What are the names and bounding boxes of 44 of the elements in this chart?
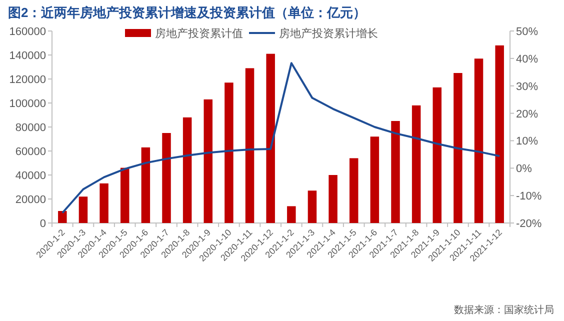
y2-tick-label: 30% (516, 80, 538, 93)
bar (120, 168, 130, 223)
bar (78, 196, 88, 223)
bar (162, 133, 171, 223)
y2-tick-label: 10% (516, 136, 538, 148)
y-tick-label: 60000 (15, 146, 46, 158)
line-series (61, 62, 501, 214)
y2-tick-label: 40% (516, 53, 538, 66)
bar (328, 175, 338, 223)
y-tick-label: 80000 (15, 122, 46, 134)
bar (432, 87, 442, 223)
bar (349, 158, 358, 223)
bar (100, 183, 108, 223)
bar (287, 206, 296, 223)
y-tick-label: 40000 (15, 170, 46, 182)
y2-tick-label: 50% (516, 26, 538, 38)
y-tick-label: 0 (40, 218, 46, 230)
legend-label: 房地产投资累计增长 (279, 27, 378, 40)
bar (224, 82, 234, 223)
y2-tick-label: 0% (516, 163, 532, 176)
y2-tick-label: -10% (516, 190, 542, 203)
bar (58, 211, 67, 223)
bar (245, 68, 254, 223)
y2-tick-label: -20% (516, 218, 542, 230)
y-tick-label: 140000 (9, 50, 46, 62)
bar (391, 121, 400, 223)
y-tick-label: 120000 (9, 74, 46, 86)
y2-tick-label: 20% (516, 108, 538, 120)
chart-title: 图2：近两年房地产投资累计增速及投资累计值（单位：亿元） (8, 5, 366, 20)
bar (204, 99, 213, 223)
y-tick-label: 100000 (9, 98, 46, 110)
bar (474, 58, 484, 223)
source-note: 数据来源：国家统计局 (454, 304, 554, 316)
legend-label: 房地产投资累计值 (155, 27, 243, 40)
bar (308, 190, 317, 223)
bar (182, 117, 192, 223)
bar (412, 105, 421, 223)
bar (141, 147, 150, 223)
bar (495, 45, 504, 223)
bar (266, 54, 275, 223)
bar (370, 136, 380, 223)
y-tick-label: 20000 (15, 194, 46, 206)
bar (454, 73, 462, 223)
y-tick-label: 160000 (9, 26, 46, 38)
